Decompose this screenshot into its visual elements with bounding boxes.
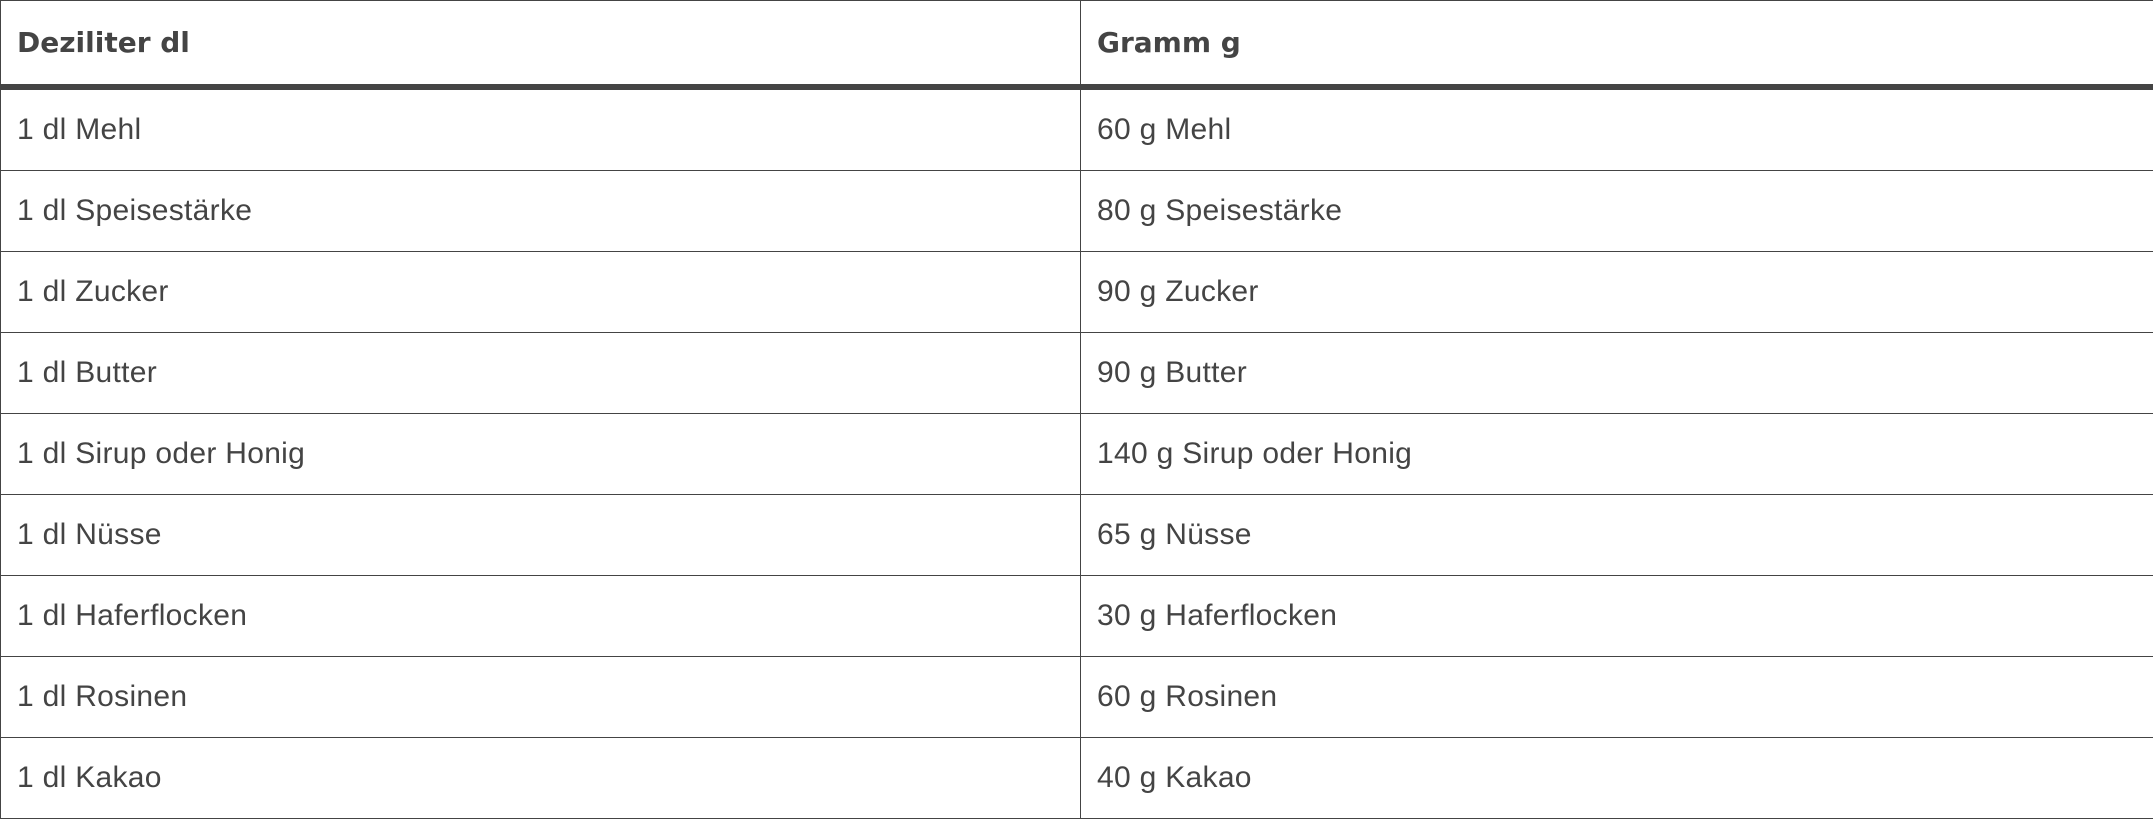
table-row: 1 dl Haferflocken 30 g Haferflocken <box>0 575 2153 657</box>
cell-gramm: 90 g Zucker <box>1080 251 2153 333</box>
table-row: 1 dl Kakao 40 g Kakao <box>0 737 2153 819</box>
cell-deziliter: 1 dl Mehl <box>0 86 1081 171</box>
cell-gramm: 80 g Speisestärke <box>1080 170 2153 252</box>
cell-deziliter: 1 dl Rosinen <box>0 656 1081 738</box>
cell-gramm: 60 g Rosinen <box>1080 656 2153 738</box>
header-gramm: Gramm g <box>1080 0 2153 90</box>
cell-deziliter: 1 dl Sirup oder Honig <box>0 413 1081 495</box>
table-row: 1 dl Sirup oder Honig 140 g Sirup oder Ho… <box>0 413 2153 495</box>
cell-gramm: 65 g Nüsse <box>1080 494 2153 576</box>
cell-gramm: 90 g Butter <box>1080 332 2153 414</box>
cell-gramm: 40 g Kakao <box>1080 737 2153 819</box>
cell-deziliter: 1 dl Zucker <box>0 251 1081 333</box>
cell-deziliter: 1 dl Haferflocken <box>0 575 1081 657</box>
table-row: 1 dl Zucker 90 g Zucker <box>0 251 2153 333</box>
cell-gramm: 30 g Haferflocken <box>1080 575 2153 657</box>
cell-deziliter: 1 dl Nüsse <box>0 494 1081 576</box>
table-row: 1 dl Butter 90 g Butter <box>0 332 2153 414</box>
cell-deziliter: 1 dl Butter <box>0 332 1081 414</box>
cell-deziliter: 1 dl Kakao <box>0 737 1081 819</box>
table-row: 1 dl Mehl 60 g Mehl <box>0 86 2153 171</box>
table-row: 1 dl Speisestärke 80 g Speisestärke <box>0 170 2153 252</box>
cell-gramm: 60 g Mehl <box>1080 86 2153 171</box>
table-header-row: Deziliter dl Gramm g <box>0 0 2153 90</box>
table-row: 1 dl Nüsse 65 g Nüsse <box>0 494 2153 576</box>
header-deziliter: Deziliter dl <box>0 0 1081 90</box>
cell-deziliter: 1 dl Speisestärke <box>0 170 1081 252</box>
table-row: 1 dl Rosinen 60 g Rosinen <box>0 656 2153 738</box>
cell-gramm: 140 g Sirup oder Honig <box>1080 413 2153 495</box>
